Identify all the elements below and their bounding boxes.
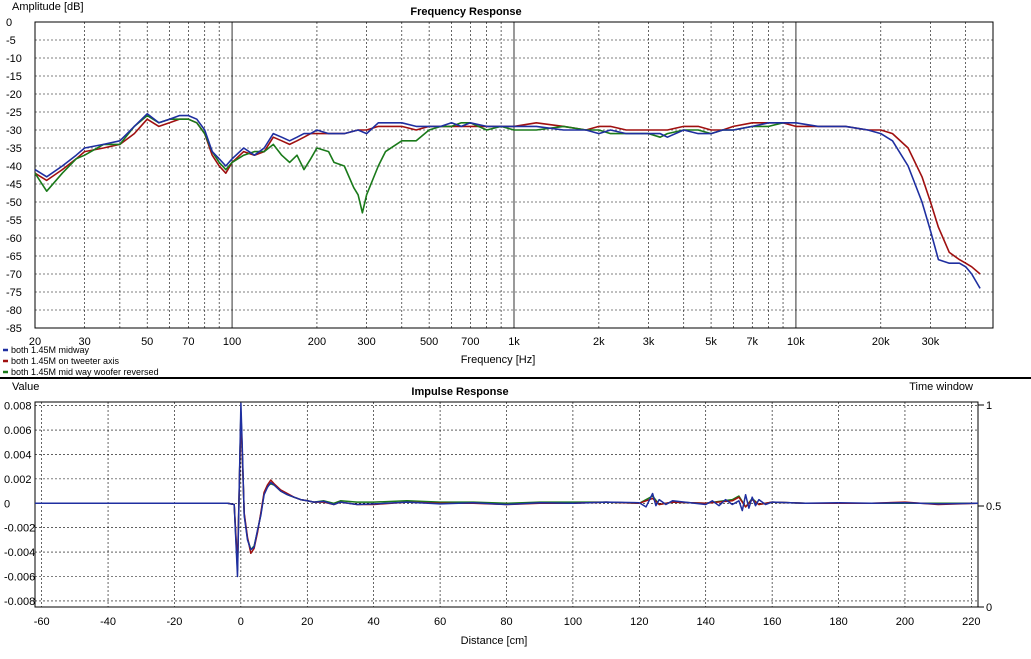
ir-y-axis-label: Value bbox=[12, 381, 39, 393]
ir-y2-tick-label: 0 bbox=[986, 602, 992, 614]
fr-y-tick-label: -15 bbox=[6, 71, 22, 83]
ir-grid bbox=[34, 401, 984, 608]
ir-x-tick-label: 80 bbox=[500, 616, 512, 628]
fr-y-tick-label: -35 bbox=[6, 143, 22, 155]
fr-x-tick-label: 20k bbox=[872, 336, 890, 348]
ir-x-tick-label: 180 bbox=[829, 616, 847, 628]
ir-series-line-1 bbox=[35, 402, 979, 578]
fr-x-tick-label: 1k bbox=[508, 336, 520, 348]
ir-y-tick-label: 0.008 bbox=[4, 401, 32, 413]
fr-x-tick-label: 100 bbox=[223, 336, 241, 348]
ir-series-line-2 bbox=[35, 414, 979, 566]
ir-x-axis-label: Distance [cm] bbox=[461, 635, 528, 647]
fr-series-lines bbox=[34, 113, 981, 289]
ir-y-tick-label: 0 bbox=[4, 498, 10, 510]
ir-title: Impulse Response bbox=[411, 386, 508, 398]
ir-y-tick-label: -0.008 bbox=[4, 596, 35, 608]
fr-x-tick-label: 700 bbox=[461, 336, 479, 348]
fr-x-tick-label: 70 bbox=[182, 336, 194, 348]
fr-x-tick-label: 30k bbox=[922, 336, 940, 348]
fr-y-tick-label: -55 bbox=[6, 215, 22, 227]
ir-y2-tick-label: 0.5 bbox=[986, 501, 1001, 513]
fr-x-tick-label: 5k bbox=[705, 336, 717, 348]
fr-y-tick-label: -80 bbox=[6, 305, 22, 317]
fr-y-tick-label: -85 bbox=[6, 323, 22, 335]
fr-x-axis-label: Frequency [Hz] bbox=[461, 354, 536, 366]
ir-x-tick-label: 220 bbox=[962, 616, 980, 628]
fr-series-line-2 bbox=[34, 118, 981, 275]
ir-x-tick-label: 140 bbox=[697, 616, 715, 628]
ir-y-tick-label: 0.002 bbox=[4, 474, 32, 486]
impulse-response-panel: Impulse Response Value Time window Dista… bbox=[4, 381, 1001, 647]
fr-y-tick-label: -75 bbox=[6, 287, 22, 299]
fr-x-tick-label: 500 bbox=[420, 336, 438, 348]
ir-x-tick-label: 60 bbox=[434, 616, 446, 628]
fr-grid bbox=[34, 21, 994, 329]
ir-x-tick-label: -40 bbox=[100, 616, 116, 628]
fr-y-tick-label: -20 bbox=[6, 89, 22, 101]
ir-x-tick-label: 200 bbox=[896, 616, 914, 628]
ir-x-tick-label: 0 bbox=[238, 616, 244, 628]
fr-x-tick-label: 200 bbox=[308, 336, 326, 348]
fr-legend-entry: both 1.45M on tweeter axis bbox=[11, 356, 120, 366]
ir-x-tick-label: 20 bbox=[301, 616, 313, 628]
fr-y-tick-label: -65 bbox=[6, 251, 22, 263]
fr-y-axis-label: Amplitude [dB] bbox=[12, 1, 84, 13]
fr-y-tick-label: 0 bbox=[6, 17, 12, 29]
ir-x-tick-label: 100 bbox=[564, 616, 582, 628]
ir-y-tick-label: 0.006 bbox=[4, 425, 32, 437]
fr-y-tick-label: -70 bbox=[6, 269, 22, 281]
fr-legend-entry: both 1.45M midway bbox=[11, 345, 90, 355]
ir-y-tick-label: -0.006 bbox=[4, 571, 35, 583]
fr-x-tick-label: 300 bbox=[357, 336, 375, 348]
ir-x-tick-label: 160 bbox=[763, 616, 781, 628]
fr-x-tick-label: 50 bbox=[141, 336, 153, 348]
ir-y-tick-label: -0.004 bbox=[4, 547, 35, 559]
ir-x-tick-label: -20 bbox=[167, 616, 183, 628]
ir-time-window-label: Time window bbox=[909, 381, 973, 393]
fr-legend-entry: both 1.45M mid way woofer reversed bbox=[11, 367, 159, 377]
ir-tick-labels: -60 -40 -20 0 20 40 60 80 100 120 140 160 180 200 2200… bbox=[4, 400, 1001, 628]
ir-x-tick-label: 120 bbox=[630, 616, 648, 628]
frequency-response-panel: Frequency Response Amplitude [dB] Freque… bbox=[3, 1, 994, 377]
fr-y-tick-label: -60 bbox=[6, 233, 22, 245]
fr-tick-labels: 0 -5 -10 -15 -20 -25 -30 -35 -40 -45 -50 -55 -60 -65 -… bbox=[6, 17, 940, 348]
fr-y-tick-label: -10 bbox=[6, 53, 22, 65]
ir-y-tick-label: -0.002 bbox=[4, 523, 35, 535]
fr-x-tick-label: 3k bbox=[643, 336, 655, 348]
ir-x-tick-label: -60 bbox=[34, 616, 50, 628]
ir-y2-tick-label: 1 bbox=[986, 400, 992, 412]
fr-title: Frequency Response bbox=[410, 6, 521, 18]
ir-y-tick-label: 0.004 bbox=[4, 449, 32, 461]
fr-y-tick-label: -5 bbox=[6, 35, 16, 47]
fr-series-line-1 bbox=[34, 113, 981, 289]
fr-x-tick-label: 10k bbox=[787, 336, 805, 348]
ir-series-lines bbox=[35, 402, 979, 578]
fr-y-tick-label: -30 bbox=[6, 125, 22, 137]
fr-x-tick-label: 20 bbox=[29, 336, 41, 348]
fr-y-tick-label: -45 bbox=[6, 179, 22, 191]
fr-y-tick-label: -25 bbox=[6, 107, 22, 119]
fr-x-tick-label: 7k bbox=[746, 336, 758, 348]
ir-x-tick-label: 40 bbox=[368, 616, 380, 628]
fr-x-tick-label: 2k bbox=[593, 336, 605, 348]
fr-x-tick-label: 30 bbox=[79, 336, 91, 348]
fr-y-tick-label: -50 bbox=[6, 197, 22, 209]
fr-y-tick-label: -40 bbox=[6, 161, 22, 173]
